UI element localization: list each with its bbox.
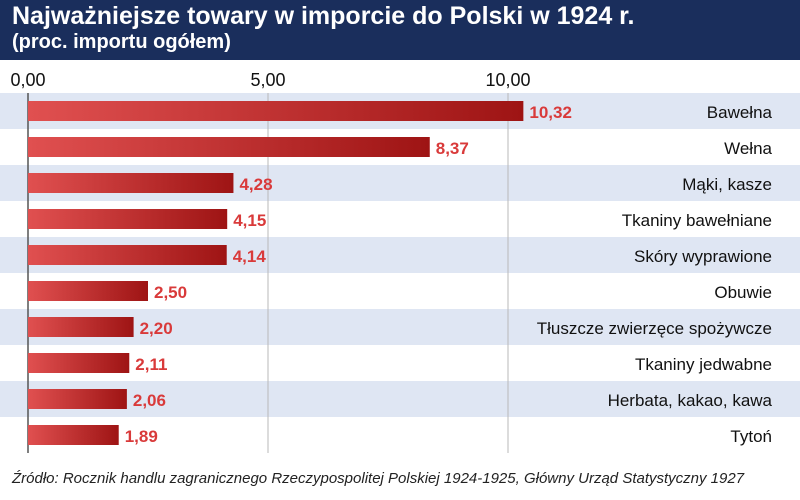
value-label: 2,20 <box>140 319 173 338</box>
value-label: 10,32 <box>529 103 572 122</box>
source-note: Źródło: Rocznik handlu zagranicznego Rze… <box>12 470 745 487</box>
bar <box>28 209 228 229</box>
value-label: 8,37 <box>436 139 469 158</box>
x-tick-label: 0,00 <box>10 70 45 90</box>
category-label: Skóry wyprawione <box>634 247 772 266</box>
category-label: Tytoń <box>730 427 772 446</box>
x-axis-ticks: 0,00 5,00 10,00 <box>10 70 530 90</box>
category-label: Bawełna <box>707 103 773 122</box>
value-label: 4,28 <box>239 175 272 194</box>
category-label: Tkaniny jedwabne <box>635 355 772 374</box>
value-label: 2,11 <box>135 355 167 374</box>
value-label: 4,15 <box>233 211 266 230</box>
category-label: Wełna <box>724 139 772 158</box>
bar <box>28 425 119 445</box>
chart-subtitle: (proc. importu ogółem) <box>12 31 231 53</box>
value-label: 2,06 <box>133 391 166 410</box>
category-label: Tkaniny bawełniane <box>622 211 772 230</box>
chart-title: Najważniejsze towary w imporcie do Polsk… <box>12 2 635 30</box>
bar <box>28 173 234 193</box>
category-label: Obuwie <box>714 283 772 302</box>
value-labels: 10,32 8,37 4,28 4,15 4,14 2,50 2,20 2,11 2,06 1,8… <box>125 103 572 446</box>
row-stripes <box>0 93 800 417</box>
bar <box>28 353 130 373</box>
bar <box>28 389 127 409</box>
chart-header: Najważniejsze towary w imporcie do Polsk… <box>0 0 800 60</box>
category-label: Mąki, kasze <box>682 175 772 194</box>
category-labels: Bawełna Wełna Mąki, kasze Tkaniny bawełnian… <box>537 103 773 446</box>
bar <box>28 317 134 337</box>
category-label: Tłuszcze zwierzęce spożywcze <box>537 319 772 338</box>
row-stripe <box>0 381 800 417</box>
x-tick-label: 5,00 <box>250 70 285 90</box>
bar <box>28 281 148 301</box>
x-tick-label: 10,00 <box>485 70 530 90</box>
bar <box>28 101 524 121</box>
value-label: 4,14 <box>233 247 267 266</box>
bars <box>28 101 524 445</box>
value-label: 1,89 <box>125 427 158 446</box>
bar <box>28 245 227 265</box>
bar-chart: 0,00 5,00 10,00 10,32 8,37 4,28 4,15 4,14 2,50 2… <box>0 70 800 453</box>
category-label: Herbata, kakao, kawa <box>608 391 773 410</box>
bar <box>28 137 430 157</box>
value-label: 2,50 <box>154 283 187 302</box>
